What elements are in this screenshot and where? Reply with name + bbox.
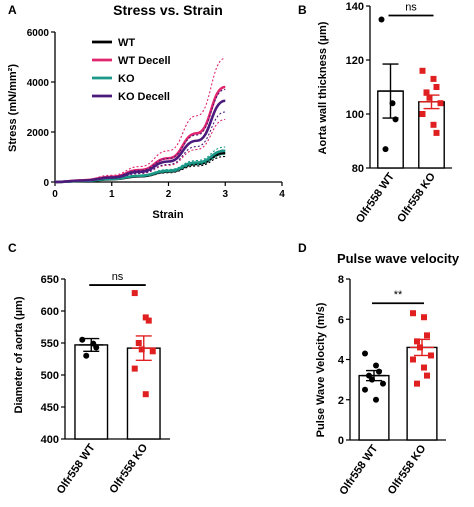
panel-b-y-tick-label: 140: [346, 1, 364, 13]
panel-letter-b: B: [298, 3, 307, 17]
panel-d-data-point: [376, 368, 382, 375]
panel-a-x-tick-label: 3: [222, 189, 228, 200]
panel-d-data-point: [421, 314, 427, 321]
panel-c-ylabel: Diameter of aorta (µm): [13, 296, 25, 413]
panel-b-data-point: [426, 94, 433, 101]
panel-d-category-label: Olfr558 KO: [386, 442, 429, 496]
panel-a-x-tick-label: 2: [166, 189, 172, 200]
panel-c-category-label: Olfr558 KO: [107, 441, 150, 495]
panel-c-data-point: [131, 365, 138, 372]
panel-c-y-tick-label: 400: [41, 434, 59, 446]
panel-a-y-tick-label: 4000: [27, 78, 50, 89]
panel-b-data-point: [437, 100, 444, 107]
panel-d-pulse-wave-chart: Pulse wave velocity Pulse Wave Velocity …: [315, 251, 460, 497]
panel-c-y-tick-label: 650: [41, 274, 59, 286]
panel-a-series-line: [54, 99, 226, 184]
panel-a-x-tick-label: 1: [109, 189, 115, 200]
panel-a-series-line: [54, 151, 226, 184]
panel-d-data-point: [369, 376, 375, 383]
panel-d-data-point: [428, 352, 434, 359]
panel-d-data-point: [373, 362, 379, 369]
panel-a-stress-strain-chart: Stress vs. Strain Stress (mN/mm²) Strain…: [7, 2, 285, 221]
panel-d-y-tick-label: 8: [338, 274, 344, 286]
panel-b-data-point: [419, 67, 426, 74]
panel-b-y-tick-label: 100: [346, 109, 364, 121]
panel-b-significance-label: ns: [405, 2, 417, 14]
panel-d-data-point: [362, 386, 368, 393]
panel-c-data-point: [135, 340, 142, 346]
panel-d-data-point: [410, 310, 416, 317]
panel-b-y-tick-label: 80: [352, 163, 364, 175]
panel-d-data-point: [424, 372, 430, 379]
panel-a-legend-label: WT Decell: [118, 55, 171, 67]
panel-c-data-point: [149, 348, 156, 355]
panel-d-title: Pulse wave velocity: [337, 251, 460, 266]
panel-b-data-point: [378, 16, 385, 23]
panel-c-data-point: [142, 314, 149, 321]
panel-c-bar: [74, 344, 109, 440]
panel-c-significance-label: ns: [112, 271, 124, 283]
panel-a-x-tick-label: 0: [52, 189, 58, 200]
panel-d-significance-label: **: [394, 289, 403, 301]
panel-a-y-tick-label: 6000: [27, 28, 50, 39]
panel-b-category-label: Olfr558 WT: [354, 171, 397, 226]
panel-a-series-band-upper: [54, 88, 226, 183]
panel-b-data-point: [419, 111, 426, 117]
panel-d-data-point: [414, 380, 420, 387]
panel-c-y-tick-label: 500: [41, 370, 59, 382]
panel-d-data-point: [424, 332, 430, 339]
panel-c-category-label: Olfr558 WT: [55, 442, 98, 497]
panel-b-data-point: [433, 129, 440, 136]
panel-d-data-point: [417, 344, 423, 351]
panel-b-data-point: [389, 100, 396, 107]
panel-letter-c: C: [8, 241, 17, 255]
panel-a-y-tick-label: 2000: [27, 128, 50, 139]
panel-a-xlabel: Strain: [152, 209, 183, 221]
panel-d-data-point: [414, 338, 420, 345]
panel-b-data-point: [423, 89, 430, 96]
panel-d-data-point: [421, 364, 427, 371]
panel-b-wall-thickness-chart: Aorta wall thickness (µm) 80 100 120 140 Olf…: [317, 1, 452, 225]
panel-d-y-tick-label: 0: [338, 435, 344, 447]
panel-d-data-point: [362, 350, 368, 357]
panel-c-data-point: [79, 336, 86, 343]
panel-b-data-point: [430, 121, 437, 128]
panel-d-ylabel: Pulse Wave Velocity (m/s): [315, 302, 327, 437]
panel-c-data-point: [145, 317, 152, 324]
panel-b-data-point: [382, 146, 389, 153]
panel-c-data-point: [142, 391, 149, 398]
panel-b-y-tick-label: 120: [346, 55, 364, 67]
panel-d-category-label: Olfr558 WT: [337, 443, 380, 498]
panel-c-aorta-diameter-chart: Diameter of aorta (µm) 400 450 500 550 600 65…: [13, 271, 170, 496]
panel-a-legend-label: WT: [118, 37, 135, 49]
panel-a-title: Stress vs. Strain: [113, 2, 223, 18]
panel-b-ylabel: Aorta wall thickness (µm): [317, 21, 329, 154]
panel-a-series-band-lower: [54, 153, 226, 183]
panel-letter-a: A: [8, 3, 17, 17]
panel-c-y-tick-label: 600: [41, 306, 59, 318]
panel-b-data-point: [433, 84, 440, 90]
panel-c-data-point: [138, 346, 145, 353]
panel-a-legend-label: KO Decell: [118, 91, 170, 103]
panel-c-y-tick-label: 550: [41, 338, 59, 350]
panel-c-data-point: [93, 344, 100, 351]
panel-b-data-point: [392, 116, 399, 123]
panel-a-legend-label: KO: [118, 73, 135, 85]
panel-c-y-tick-label: 450: [41, 402, 59, 414]
panel-letter-d: D: [298, 241, 307, 255]
panel-b-category-label: Olfr558 KO: [395, 170, 438, 224]
panel-a-ylabel: Stress (mN/mm²): [7, 64, 19, 152]
panel-c-data-point: [131, 290, 138, 297]
panel-a-x-tick-label: 4: [279, 189, 285, 200]
panel-d-data-point: [410, 356, 416, 363]
panel-d-data-point: [380, 380, 386, 387]
panel-d-y-tick-label: 4: [338, 355, 345, 367]
panel-d-y-tick-label: 2: [338, 395, 344, 407]
panel-b-data-point: [430, 75, 437, 82]
panel-d-y-tick-label: 6: [338, 314, 344, 326]
panel-c-data-point: [83, 352, 90, 359]
panel-a-y-tick-label: 0: [43, 178, 49, 189]
panel-d-data-point: [373, 396, 379, 403]
